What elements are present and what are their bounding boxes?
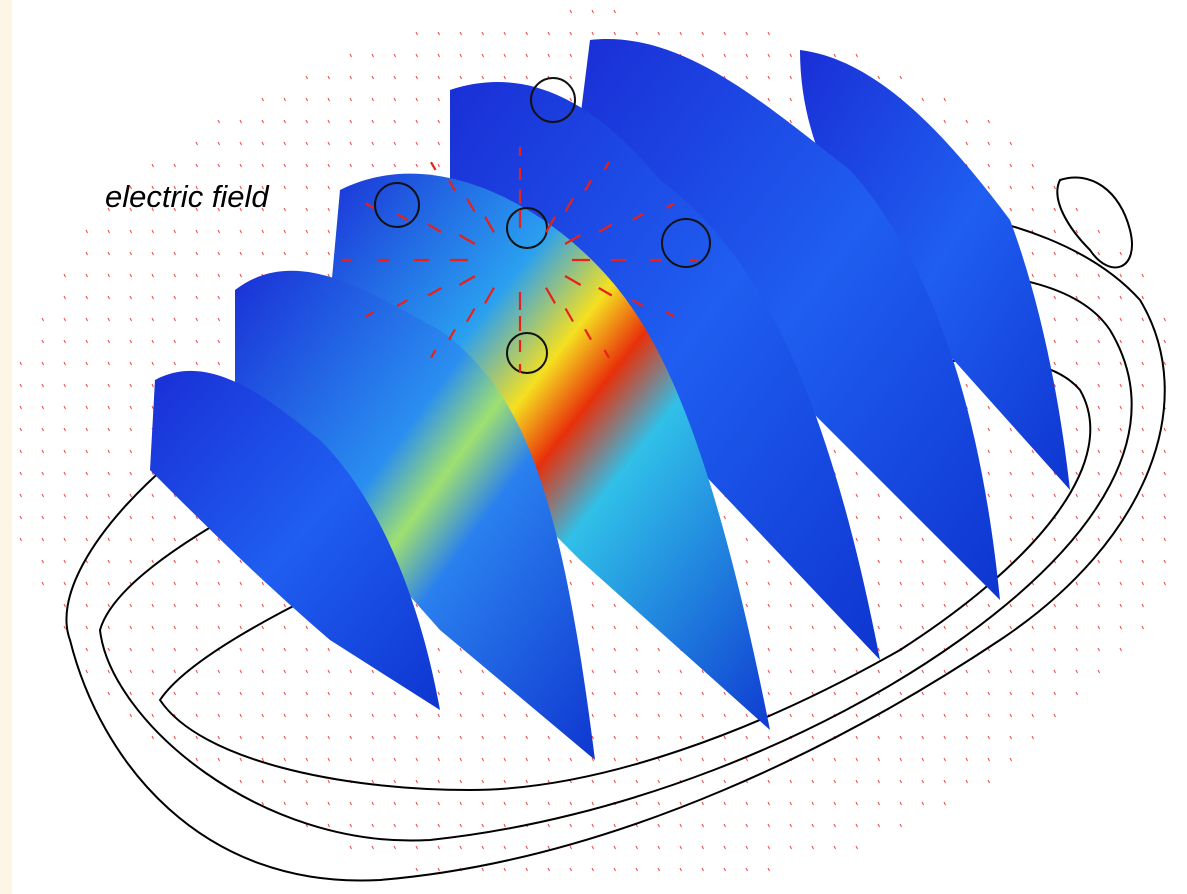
visualization: electric field [0, 0, 1187, 894]
annotation: electric field [105, 179, 270, 214]
page: electric field (() => { const data = JSO… [0, 0, 1187, 894]
